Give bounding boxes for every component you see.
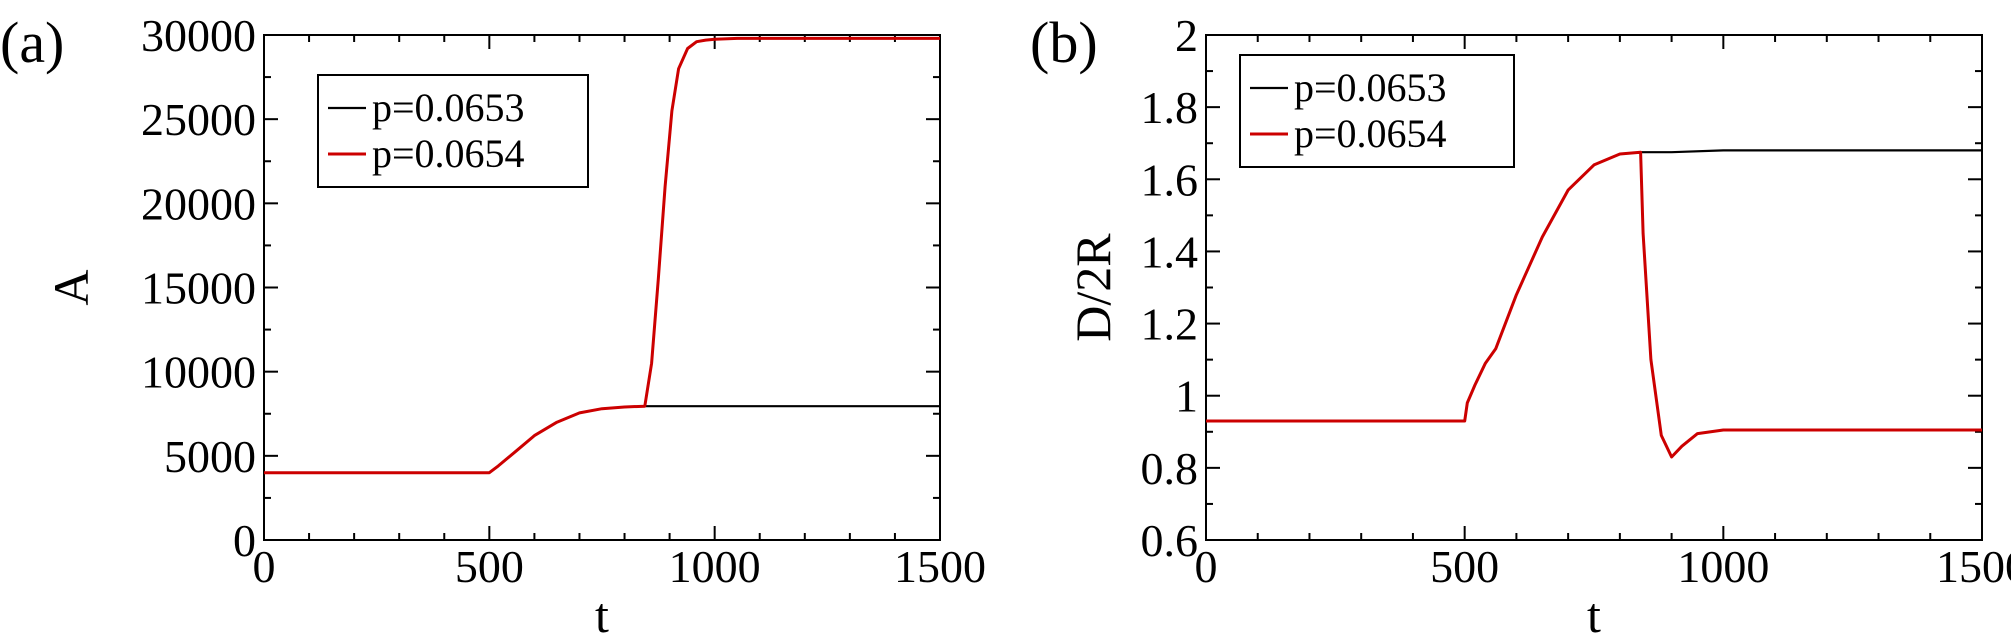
x-tick-label: 1500 [894,541,986,592]
legend-label-2: p=0.0654 [1294,111,1447,156]
y-tick-label: 1.2 [1141,299,1199,350]
x-tick-label: 1000 [1677,541,1769,592]
y-tick-label: 0 [233,515,256,566]
panel-label: (b) [1030,10,1098,75]
y-tick-label: 25000 [141,94,256,145]
y-axis-label: A [43,269,99,305]
series-line-2 [264,36,940,475]
y-tick-label: 1.4 [1141,226,1199,277]
series-line-2 [1206,150,1982,459]
y-tick-label: 0.6 [1141,515,1199,566]
x-tick-label: 1500 [1936,541,2011,592]
x-tick-label: 500 [1430,541,1499,592]
series-line-1 [1206,149,1982,423]
panel-b: 0 500 1000 1500 0.6 0.8 1 1.2 1.4 1.6 1.8 2 t D/2R (b)… [1030,10,2011,638]
x-axis-label: t [595,587,609,638]
y-tick-label: 15000 [141,263,256,314]
y-tick-label: 0.8 [1141,443,1199,494]
legend-box [1239,54,1515,168]
y-tick-label: 1.8 [1141,82,1199,133]
panel-a: 0 500 1000 15000500010000150002000025000300… [0,10,986,638]
legend-box [317,74,589,188]
legend-label-2: p=0.0654 [372,131,525,176]
legend-label-1: p=0.0653 [372,85,525,130]
x-tick-label: 500 [455,541,524,592]
x-axis-label: t [1587,587,1601,638]
legend-label-1: p=0.0653 [1294,65,1447,110]
series-line-1 [264,405,940,474]
y-tick-label: 1.6 [1141,154,1199,205]
y-tick-label: 1 [1175,371,1198,422]
y-tick-label: 20000 [141,178,256,229]
x-tick-label: 1000 [669,541,761,592]
y-tick-label: 10000 [141,347,256,398]
panel-label: (a) [0,10,64,75]
x-tick-label: 0 [253,541,276,592]
y-tick-label: 5000 [164,431,256,482]
y-tick-label: 2 [1175,10,1198,61]
y-tick-label: 30000 [141,10,256,61]
y-axis-label: D/2R [1065,233,1121,342]
x-tick-label: 0 [1195,541,1218,592]
